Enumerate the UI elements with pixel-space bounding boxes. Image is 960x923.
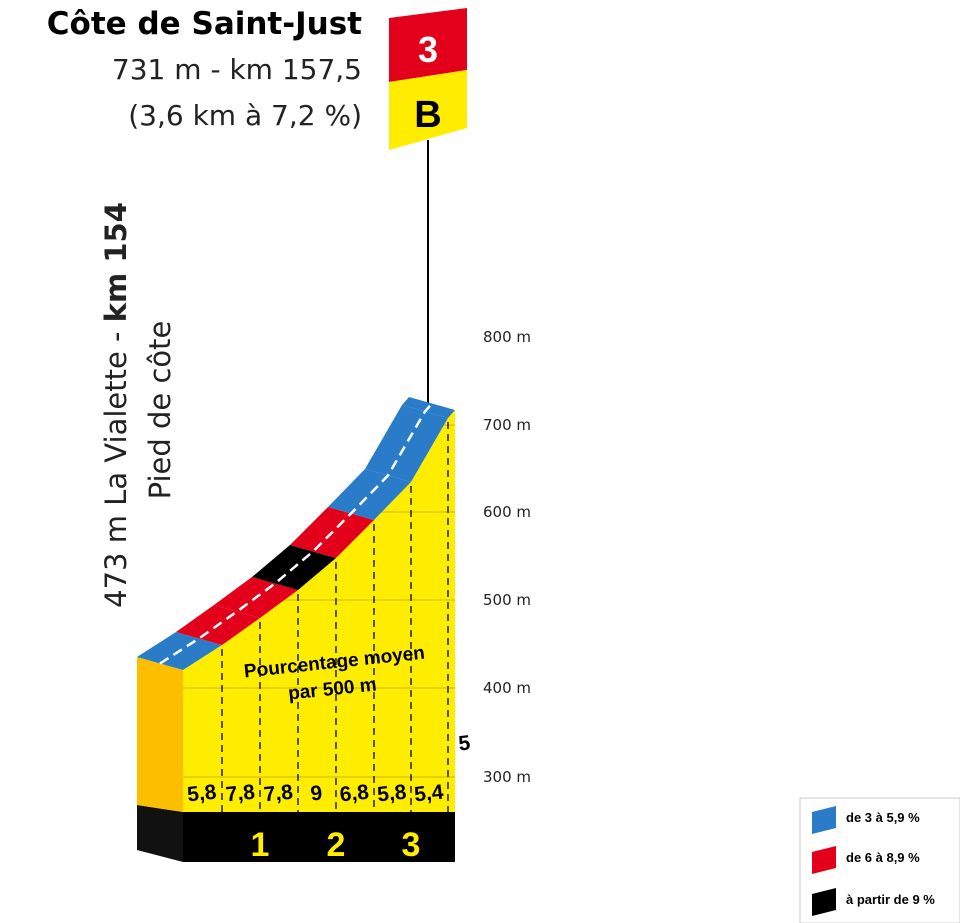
flag-rank	[389, 8, 467, 82]
km-marker: 2	[327, 826, 346, 864]
gradient-value: 6,8	[339, 781, 371, 807]
km-marker: 1	[251, 826, 270, 864]
legend-swatch	[812, 846, 836, 874]
altitude-label: 700 m	[483, 416, 531, 434]
title: Côte de Saint-Just	[47, 6, 362, 42]
gradient-value: 9	[309, 781, 323, 805]
gradient-value: 5,4	[413, 781, 445, 807]
legend-label: de 3 à 5,9 %	[846, 810, 920, 825]
side-face	[137, 657, 183, 812]
summit: 731 m - km 157,5	[112, 53, 362, 86]
summary: (3,6 km à 7,2 %)	[128, 99, 362, 132]
altitude-label: 500 m	[483, 591, 531, 609]
start-km: km 154	[99, 202, 133, 322]
km-marker: 3	[402, 826, 421, 864]
start-note: Pied de côte	[143, 321, 177, 500]
legend-label: à partir de 9 %	[846, 892, 935, 907]
legend-swatch	[812, 806, 836, 834]
gradient-value: 7,8	[263, 781, 295, 807]
base-side	[137, 805, 183, 862]
gradient-value: 5	[457, 731, 471, 755]
gradient-segment	[328, 469, 411, 520]
gradient-value: 5,8	[376, 781, 408, 807]
rank: 3	[418, 29, 438, 70]
center-line	[159, 402, 433, 665]
flag-class	[389, 70, 467, 150]
front-face	[183, 410, 455, 812]
altitude-label: 400 m	[483, 679, 531, 697]
gradient-value: 7,8	[225, 781, 257, 807]
gradient-value: 5,8	[186, 781, 218, 807]
legend-label: de 6 à 8,9 %	[846, 850, 920, 865]
gradient-segment	[365, 405, 448, 482]
altitude-label: 800 m	[483, 328, 531, 346]
start-label: 473 m La Vialette - km 154	[99, 202, 133, 608]
legend-swatch	[812, 888, 836, 916]
class: B	[414, 94, 441, 136]
base-front	[183, 812, 455, 862]
altitude-label: 300 m	[483, 768, 531, 786]
start-place: 473 m La Vialette -	[99, 322, 133, 608]
altitude-label: 600 m	[483, 503, 531, 521]
